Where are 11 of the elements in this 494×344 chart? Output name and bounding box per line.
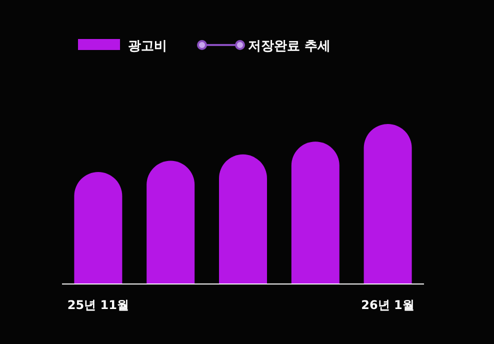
legend-label: 저장완료 추세 — [248, 39, 331, 54]
bar — [364, 124, 412, 284]
legend-label: 광고비 — [128, 39, 167, 54]
bar — [219, 154, 267, 284]
x-tick-label: 26년 1월 — [361, 298, 414, 312]
bar — [146, 160, 195, 284]
bar — [74, 172, 122, 284]
legend-item: 저장완료 추세 — [197, 39, 331, 54]
legend-item: 광고비 — [78, 39, 167, 54]
bar — [291, 142, 340, 284]
x-tick-label: 25년 11월 — [67, 298, 129, 312]
